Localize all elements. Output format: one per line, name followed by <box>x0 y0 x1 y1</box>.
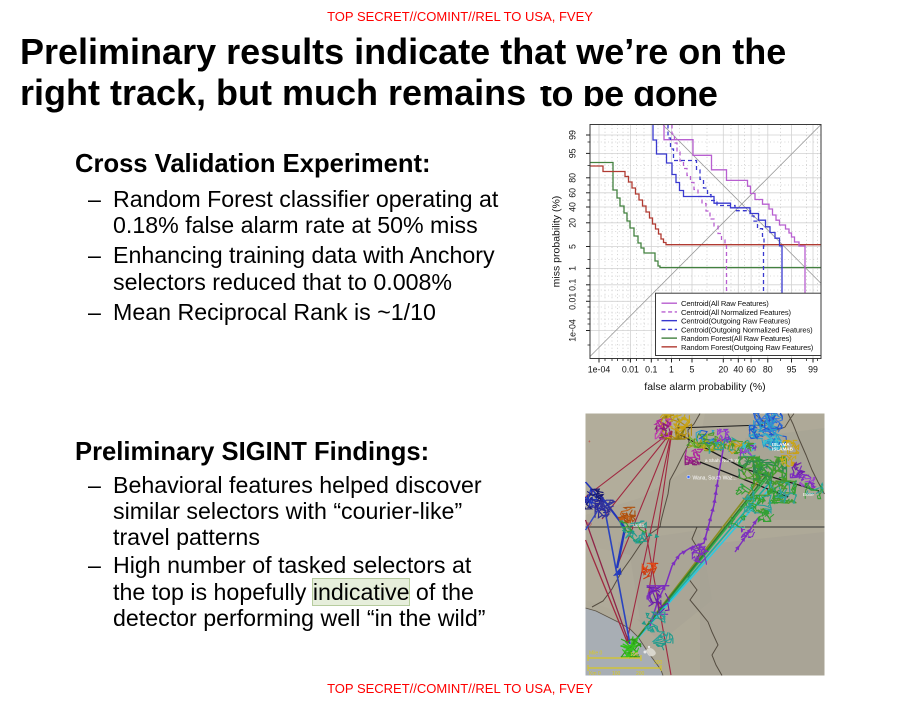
svg-text:5: 5 <box>568 244 578 249</box>
svg-text:1: 1 <box>568 266 578 271</box>
svg-text:0.01: 0.01 <box>622 365 639 375</box>
svg-text:5: 5 <box>690 365 695 375</box>
svg-text:Km 0: Km 0 <box>589 671 601 676</box>
svg-text:Bone: Bone <box>803 492 814 497</box>
svg-text:miss probability (%): miss probability (%) <box>551 196 563 288</box>
svg-text:99: 99 <box>568 130 578 140</box>
svg-text:Centroid(Outgoing Raw Features: Centroid(Outgoing Raw Features) <box>681 317 791 326</box>
svg-text:Random Forest(All Raw Features: Random Forest(All Raw Features) <box>681 334 792 343</box>
svg-text:20: 20 <box>568 218 578 228</box>
svg-text:60: 60 <box>568 188 578 198</box>
svg-text:80: 80 <box>763 365 773 375</box>
svg-text:95: 95 <box>568 148 578 158</box>
svg-text:200: 200 <box>636 671 645 676</box>
svg-text:Wana, South Waz...: Wana, South Waz... <box>693 476 737 482</box>
svg-text:+: + <box>588 439 591 444</box>
svg-text:0.1: 0.1 <box>645 365 657 375</box>
svg-text:40: 40 <box>733 365 743 375</box>
svg-text:0.1: 0.1 <box>568 279 578 291</box>
svg-text:40: 40 <box>568 202 578 212</box>
svg-text:1: 1 <box>669 365 674 375</box>
svg-text:20: 20 <box>718 365 728 375</box>
svg-text:30: 30 <box>587 522 593 527</box>
svg-text:1e-04: 1e-04 <box>568 319 578 342</box>
svg-text:Centroid(All Raw Features): Centroid(All Raw Features) <box>681 299 769 308</box>
svg-text:Centroid(All Normalized Featur: Centroid(All Normalized Features) <box>681 308 791 317</box>
svg-text:95: 95 <box>787 365 797 375</box>
svg-text:0.01: 0.01 <box>568 293 578 310</box>
svg-text:Centroid(Outgoing Normalized F: Centroid(Outgoing Normalized Features) <box>681 325 813 334</box>
svg-text:99: 99 <box>808 365 818 375</box>
svg-text:ISLAMAB: ISLAMAB <box>772 447 794 452</box>
svg-text:uetta: uetta <box>633 523 644 529</box>
svg-text:ISLAMA: ISLAMA <box>772 442 790 447</box>
svg-text:false alarm probability (%): false alarm probability (%) <box>644 381 765 393</box>
svg-text:Random Forest(Outgoing Raw Fea: Random Forest(Outgoing Raw Features) <box>681 343 814 352</box>
svg-text:a Shah, North W: a Shah, North W <box>705 458 740 463</box>
svg-text:1e-04: 1e-04 <box>588 365 611 375</box>
svg-text:Mile 0: Mile 0 <box>589 651 603 657</box>
svg-text:100: 100 <box>612 671 621 676</box>
svg-text:80: 80 <box>568 173 578 183</box>
svg-text:300: 300 <box>654 660 663 666</box>
svg-text:100: 100 <box>630 652 639 658</box>
svg-text:60: 60 <box>746 365 756 375</box>
